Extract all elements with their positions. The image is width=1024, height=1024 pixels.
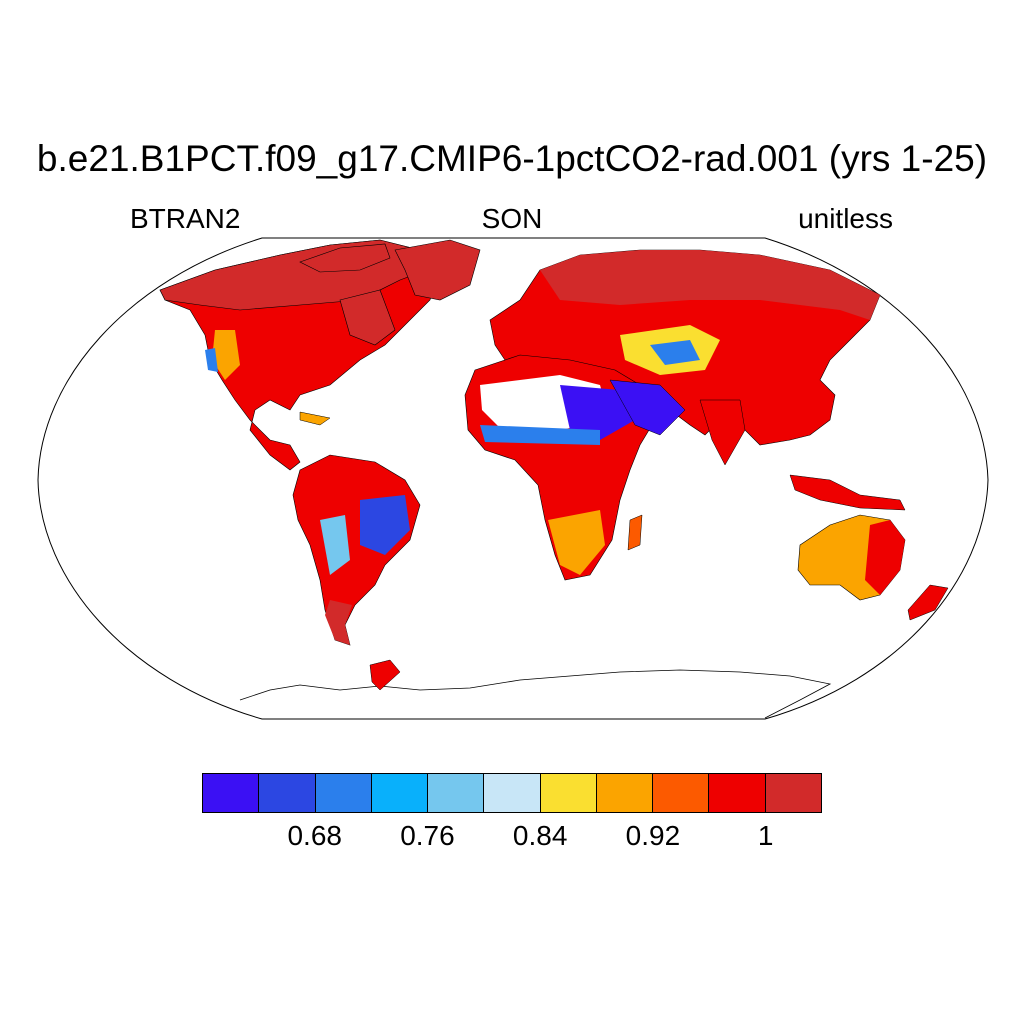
- units-label: unitless: [798, 203, 893, 234]
- eurasia-north: [540, 250, 880, 320]
- south-america-dry-2: [320, 515, 350, 575]
- new-zealand: [907, 584, 949, 621]
- usa-west-dry: [212, 330, 240, 380]
- colorbar-box: [765, 774, 821, 812]
- colorbar-box: [203, 774, 260, 812]
- antarctic-peninsula: [369, 659, 401, 691]
- colorbar-tick-label: 0.92: [625, 820, 681, 851]
- india: [699, 399, 746, 466]
- colorbar-box: [596, 774, 654, 812]
- antarctica-outline: [239, 669, 832, 719]
- colorbar-tick-label: 0.76: [400, 820, 455, 851]
- sahara-dry-blue: [560, 385, 635, 440]
- madagascar: [627, 514, 643, 551]
- colorbar-box: [484, 774, 541, 812]
- arabia: [609, 379, 686, 436]
- season-label: SON: [481, 203, 543, 234]
- central-asia-blue: [650, 340, 700, 365]
- sahel-edge: [480, 425, 600, 445]
- colorbar: [202, 773, 822, 813]
- variable-label: BTRAN2: [130, 203, 241, 234]
- canada-east: [339, 289, 396, 346]
- arctic-islands: [299, 239, 481, 301]
- colorbar-box: [259, 774, 316, 812]
- colorbar-box: [653, 774, 710, 812]
- south-america-south: [325, 600, 352, 645]
- colorbar-tick-label: 1: [757, 820, 774, 851]
- plot-title: b.e21.B1PCT.f09_g17.CMIP6-1pctCO2-rad.00…: [36, 138, 988, 179]
- usa-west-blue: [205, 348, 218, 372]
- colorbar-box: [428, 774, 485, 812]
- south-america-dry: [360, 495, 410, 555]
- colorbar-box: [540, 774, 597, 812]
- indonesia: [789, 474, 906, 511]
- australia-east: [865, 520, 905, 595]
- colorbar-box: [709, 774, 766, 812]
- colorbar-box: [371, 774, 429, 812]
- colorbar-tick-label: 0.68: [287, 820, 342, 851]
- colorbar-box: [315, 774, 372, 812]
- southern-africa-dry: [548, 510, 605, 575]
- caribbean: [299, 411, 331, 426]
- colorbar-tick-label: 0.84: [512, 820, 568, 851]
